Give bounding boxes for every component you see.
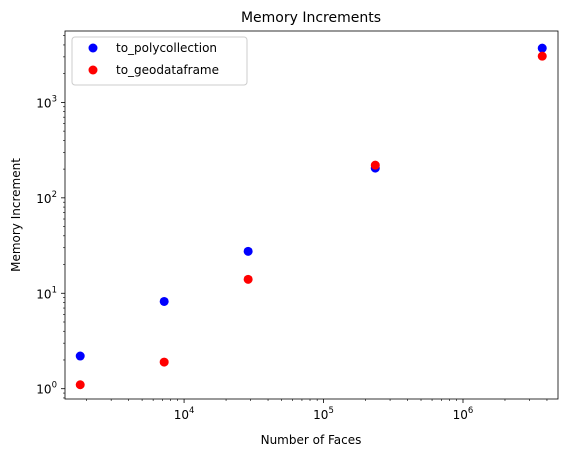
point-to_geodataframe xyxy=(159,357,169,367)
plot-area xyxy=(65,31,558,399)
point-to_polycollection xyxy=(243,246,253,256)
legend-label: to_polycollection xyxy=(116,41,217,55)
x-axis-label: Number of Faces xyxy=(261,433,362,447)
legend-marker-to_polycollection xyxy=(88,43,98,53)
y-tick-label: 100 xyxy=(36,381,57,397)
y-tick-label: 101 xyxy=(36,285,57,301)
legend-marker-to_geodataframe xyxy=(88,65,98,75)
point-to_polycollection xyxy=(75,351,85,361)
x-tick-label: 105 xyxy=(313,406,334,422)
point-to_geodataframe xyxy=(537,51,547,61)
legend-label: to_geodataframe xyxy=(116,63,219,77)
plot-frame xyxy=(64,30,559,400)
x-tick-label: 106 xyxy=(453,406,474,422)
point-to_geodataframe xyxy=(243,274,253,284)
point-to_geodataframe xyxy=(75,380,85,390)
y-tick-label: 102 xyxy=(36,190,57,206)
y-tick-label: 103 xyxy=(36,94,57,110)
chart-title: Memory Increments xyxy=(241,10,381,26)
legend-frame xyxy=(71,36,248,86)
y-axis-label: Memory Increment xyxy=(9,158,23,272)
point-to_geodataframe xyxy=(370,160,380,170)
x-tick-label: 104 xyxy=(174,406,195,422)
point-to_polycollection xyxy=(159,296,169,306)
data-points xyxy=(75,43,547,390)
legend: to_polycollection to_geodataframe xyxy=(71,36,248,86)
point-to_polycollection xyxy=(537,43,547,53)
y-axis-ticks: 100 101 102 103 xyxy=(36,94,65,397)
x-axis-ticks: 104 105 106 xyxy=(174,399,474,422)
